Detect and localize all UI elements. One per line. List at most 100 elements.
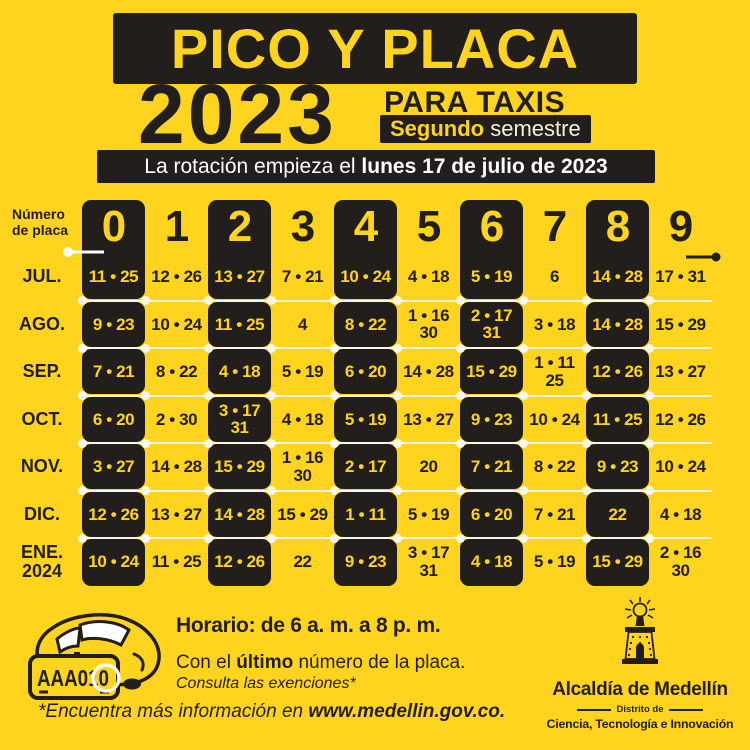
perforation-dot: [392, 533, 402, 543]
column-stripe: [460, 349, 523, 395]
column-stripe: [82, 301, 145, 347]
perforation-dot: [266, 486, 276, 495]
perforation-dot: [203, 438, 213, 448]
audience-label: PARA TAXIS: [384, 86, 566, 119]
year-label: 2023: [138, 67, 337, 161]
perforation-dot: [644, 486, 654, 495]
perforation-dot: [392, 391, 402, 400]
perforation-dot: [140, 486, 150, 495]
column-stripe: [334, 301, 397, 347]
table-cell: 2 • 30: [155, 409, 198, 429]
perforation-dot: [518, 533, 528, 543]
column-stripe: [586, 396, 649, 442]
table-cell: 7 • 21: [533, 504, 576, 524]
table-cell: 15 • 29: [214, 457, 265, 477]
table-cell: 15 • 29: [655, 314, 706, 334]
column-stripe: [460, 491, 523, 537]
table-cell: 14 • 28: [214, 504, 265, 524]
perforation-dot: [203, 391, 213, 400]
table-cell: 4 • 18: [470, 552, 513, 572]
perforation-dot: [329, 533, 339, 543]
info-url[interactable]: www.medellin.gov.co.: [308, 701, 506, 722]
perforation-dot: [644, 391, 654, 400]
column-stripe: [460, 444, 523, 490]
perforation-dot: [77, 296, 87, 305]
perforation-dot: [644, 343, 654, 353]
table-cell: 14 • 28: [592, 314, 643, 334]
column-stripe: [460, 301, 523, 347]
taxi-wheel: [123, 678, 141, 690]
column-stripe: [586, 444, 649, 490]
perforation-dot: [140, 343, 150, 353]
perforation-dot: [518, 438, 528, 448]
column-stripe: [208, 200, 271, 300]
column-stripe: [82, 539, 145, 586]
perforation-dot: [203, 533, 213, 543]
perforation-dot: [581, 296, 591, 305]
perforation-dot: [77, 486, 87, 495]
perforation-dot: [455, 343, 465, 353]
table-cell: 5 • 19: [533, 552, 576, 572]
perforation-dot: [455, 486, 465, 495]
column-stripe: [460, 200, 523, 300]
taxi-illustration: AAA010: [28, 613, 161, 700]
divider-rule: [669, 708, 704, 711]
table-cell: 22: [608, 504, 627, 524]
table-cell: 12 • 26: [655, 409, 706, 429]
perforation-dot: [266, 438, 276, 448]
table-cell: 11 • 25: [151, 552, 202, 572]
info-prefix: *Encuentra más información en: [38, 701, 309, 722]
perforation-dot: [518, 486, 528, 495]
table-cell: 8 • 22: [344, 314, 387, 334]
schedule-text: Horario: de 6 a. m. a 8 p. m.: [176, 614, 441, 637]
perforation-dot: [455, 296, 465, 305]
column-stripe: [208, 491, 271, 537]
table-cell: 1 • 11 25: [534, 353, 575, 390]
plate-note: Con el último número de la placa.: [176, 652, 465, 674]
medellin-logo: Alcaldía de Medellín Distrito de Ciencia…: [533, 596, 747, 731]
table-cell: 4: [297, 314, 308, 334]
column-stripe: [208, 444, 271, 490]
perforation-dot: [266, 343, 276, 353]
perforation-dot: [455, 533, 465, 543]
rotation-prefix: La rotación empieza el: [144, 154, 362, 178]
table-cell: 13 • 27: [403, 409, 454, 429]
column-stripe: [460, 539, 523, 586]
table-cell: 10 • 24: [655, 457, 706, 477]
logo-name: Alcaldía de Medellín: [552, 679, 728, 700]
table-cell: 5 • 19: [407, 504, 450, 524]
column-stripe: [82, 349, 145, 395]
table-cell: 20: [419, 457, 438, 477]
table-cell: 3 • 27: [92, 457, 135, 477]
column-stripe: [334, 444, 397, 490]
table-cell: 7 • 21: [92, 362, 135, 382]
column-stripe: [208, 349, 271, 395]
perforation-dot: [581, 391, 591, 400]
perforation-dot: [266, 296, 276, 305]
plate-digit-2: 2: [227, 202, 252, 251]
medellin-emblem-icon: [622, 597, 658, 664]
perforation-dot: [140, 391, 150, 400]
table-cell: 11 • 25: [592, 409, 643, 429]
perforation-dot: [77, 438, 87, 448]
table-cell: 3 • 17 31: [218, 400, 261, 438]
divider-rule: [576, 708, 611, 711]
table-cell: 5 • 19: [344, 409, 387, 429]
table-cell: 5 • 19: [470, 267, 513, 287]
perforation-dot: [392, 296, 402, 305]
plate-digit-7: 7: [542, 202, 567, 251]
plate-digit-1: 1: [164, 202, 189, 251]
table-corner-label: Número de placa: [12, 206, 69, 239]
column-stripe: [460, 396, 523, 442]
table-cell: 15 • 29: [277, 504, 328, 524]
perforation-dot: [140, 533, 150, 543]
perforation-dot: [140, 296, 150, 305]
table-cell: 10 • 24: [151, 314, 202, 334]
perforation-dot: [203, 296, 213, 305]
table-cell: 1 • 16 30: [281, 448, 324, 485]
table-cell: 10 • 24: [529, 409, 580, 429]
perforation-dot: [392, 438, 402, 448]
perforation-dot: [203, 486, 213, 495]
table-cell: 4 • 18: [407, 267, 450, 287]
table-cell: 6: [549, 267, 560, 287]
